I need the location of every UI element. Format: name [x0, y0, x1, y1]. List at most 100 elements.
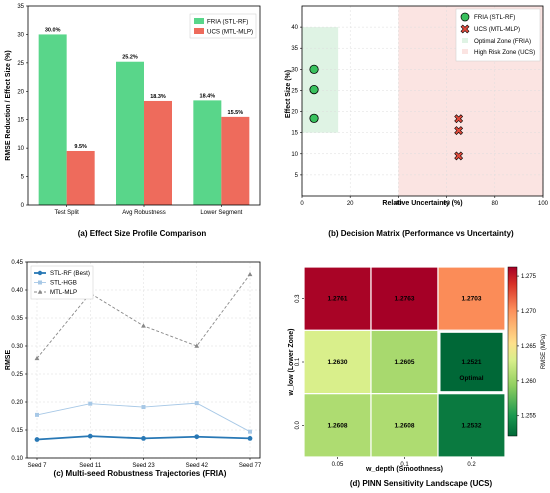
b-xtick-label: 40 [395, 201, 402, 207]
b-point-x [454, 114, 464, 124]
c-xtick-label: Seed 42 [186, 463, 209, 469]
d-cell-label: 1.2703 [462, 296, 482, 303]
a-legend-label: FRIA (STL-RF) [207, 19, 248, 26]
a-bar [221, 116, 250, 205]
c-point [35, 412, 39, 417]
d-ylabel: w_low (Lower Zone) [288, 329, 295, 397]
c-ytick-label: 0.15 [11, 428, 23, 434]
b-legend-x [460, 24, 470, 34]
c-point [194, 343, 200, 348]
a-ytick-label: 30 [17, 32, 24, 38]
b-point-x [454, 151, 464, 161]
d-cell [370, 329, 439, 395]
c-ytick-label: 0.30 [11, 344, 23, 350]
d-cell-label: 1.2608 [395, 422, 415, 429]
a-caption: (a) Effect Size Profile Comparison [78, 229, 207, 238]
a-ytick-label: 5 [21, 175, 25, 181]
a-ytick-label: 35 [17, 4, 24, 10]
a-bar [144, 100, 172, 205]
c-legend-label: MTL-MLP [50, 289, 77, 296]
c-point [141, 405, 146, 410]
b-ytick-label: 10 [291, 152, 298, 158]
b-xtick-label: 100 [538, 201, 549, 207]
a-bar [66, 150, 95, 205]
d-cell-label: 1.2521 [462, 359, 482, 366]
a-ytick-label: 20 [17, 89, 24, 95]
c-ytick-label: 0.25 [11, 372, 23, 378]
b-point-x-shape [454, 114, 464, 124]
a-bar-label: 25.2% [122, 55, 138, 61]
c-ytick-label: 0.35 [11, 316, 23, 322]
a-ytick-label: 15 [17, 118, 24, 124]
a-xtick-label: Test Split [54, 210, 79, 216]
d-optimal-outline [438, 330, 505, 394]
c-xtick-label: Seed 7 [27, 463, 47, 469]
b-ytick-label: 25 [291, 88, 298, 94]
c-point [34, 355, 40, 361]
c-ytick-label: 0.40 [11, 288, 23, 294]
b-point-circle [309, 113, 319, 123]
a-ylabel: RMSE Reduction / Effect Size (%) [5, 50, 12, 160]
d-colorbar-tick-label: 1.265 [521, 344, 537, 350]
b-legend-label: UCS (MTL-MLP) [474, 26, 520, 33]
b-ylabel: Effect Size (%) [285, 70, 292, 118]
b-legend-circle [460, 12, 470, 22]
a-ytick-label: 10 [17, 146, 24, 152]
c-point [141, 436, 146, 441]
c-point [247, 271, 253, 277]
b-point-x [454, 126, 464, 135]
a-bar-label: 9.5% [74, 144, 87, 150]
d-cell-label: 1.2605 [395, 359, 415, 366]
c-point [88, 401, 93, 406]
d-colorbar-tick-label: 1.275 [521, 274, 537, 280]
a-xtick-label: Lower Segment [200, 210, 242, 216]
b-xtick-label: 60 [443, 201, 450, 207]
c-axes-frame [26, 261, 261, 459]
d-cell [303, 329, 372, 395]
c-xtick-label: Seed 11 [79, 463, 102, 469]
b-legend-zone-swatch [462, 49, 468, 54]
a-bar-label: 30.0% [45, 27, 61, 33]
a-bar [116, 61, 144, 205]
c-legend-label: STL-HGB [50, 280, 77, 287]
d-ytick-label: 0.1 [295, 357, 301, 366]
c-ylabel: RMSE [5, 350, 12, 371]
c-point [194, 434, 200, 440]
b-legend-label: High Risk Zone (UCS) [474, 49, 535, 56]
c-legend-label: STL-RF (Best) [50, 270, 90, 277]
b-ytick-label: 30 [291, 67, 298, 73]
d-cell [437, 266, 506, 331]
c-point [141, 323, 146, 328]
b-ytick-label: 20 [291, 110, 298, 116]
d-colorbar [507, 266, 518, 437]
b-point-x-shape [454, 126, 464, 135]
b-legend-label: FRIA (STL-RF) [474, 14, 515, 21]
d-cell [303, 266, 372, 331]
d-colorbar-tick-label: 1.260 [521, 379, 537, 385]
c-point [248, 429, 252, 434]
b-xtick-label: 20 [347, 201, 354, 207]
d-cell-label: 1.2763 [395, 296, 415, 303]
b-axes-frame [301, 5, 544, 197]
d-cell [370, 393, 439, 458]
b-point-circle [309, 64, 319, 74]
b-ytick-label: 35 [291, 46, 298, 52]
d-ytick-label: 0.0 [295, 421, 301, 430]
b-legend-x-shape [460, 24, 470, 34]
b-xlabel: Relative Uncertainty (%) [382, 200, 462, 207]
c-xtick-label: Seed 23 [132, 463, 155, 469]
b-point-circle [309, 85, 319, 95]
c-ytick-label: 0.20 [11, 400, 23, 406]
c-legend-marker [38, 280, 42, 285]
b-point-x-shape [454, 151, 464, 161]
b-zone [302, 27, 339, 133]
c-legend-marker [37, 289, 43, 294]
d-ytick-label: 0.3 [295, 294, 301, 303]
c-point [87, 433, 93, 439]
d-cell [370, 266, 439, 331]
a-xtick-label: Avg Robustness [122, 210, 166, 216]
b-xtick-label: 0 [300, 201, 304, 207]
c-point [34, 437, 40, 442]
d-xtick-label: 0.2 [467, 462, 476, 468]
